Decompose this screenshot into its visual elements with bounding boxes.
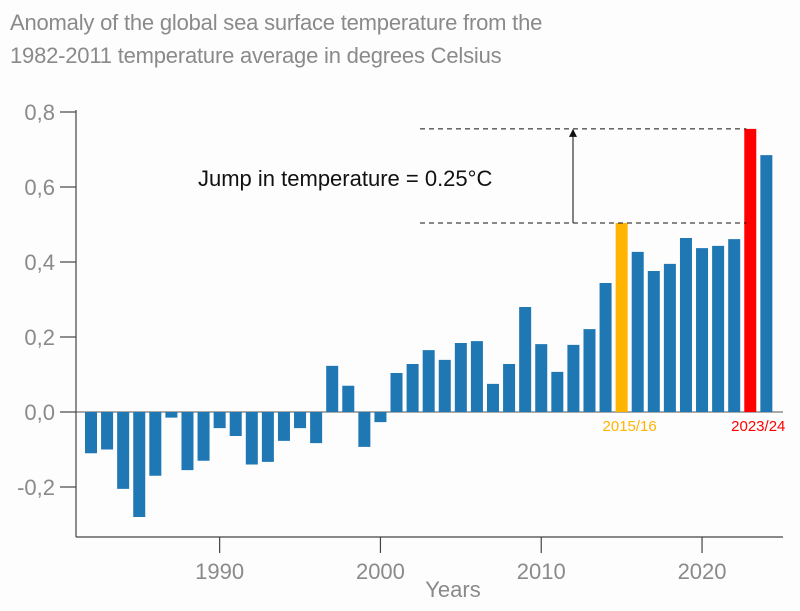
bar-1983 <box>101 412 114 450</box>
bar-2016 <box>631 251 644 412</box>
bar-2018 <box>663 263 676 412</box>
bar-2010 <box>535 344 548 412</box>
annotation: Jump in temperature = 0.25°C <box>198 128 747 224</box>
bar-2008 <box>503 364 516 412</box>
y-axis: -0,2 0,0 0,2 0,4 0,6 0,8 <box>17 100 77 537</box>
bar-2009 <box>519 307 532 412</box>
bar-2000 <box>374 412 387 423</box>
bar-1995 <box>294 412 307 429</box>
bar-2005 <box>454 343 467 412</box>
y-tick-label: 0,0 <box>24 400 55 425</box>
annotation-text: Jump in temperature = 0.25°C <box>198 166 492 191</box>
x-axis-label: Years <box>425 577 480 602</box>
bar-1991 <box>229 412 242 436</box>
bar-1989 <box>197 412 210 461</box>
y-tick-label: 0,6 <box>24 175 55 200</box>
bar-2006 <box>470 341 483 412</box>
bar-1998 <box>342 385 355 412</box>
bar-1994 <box>277 412 290 441</box>
arrow-head-icon <box>569 128 577 137</box>
bar-1990 <box>213 412 226 429</box>
y-tick-label: 0,4 <box>24 250 55 275</box>
bar-2014 <box>599 283 612 412</box>
bar-1992 <box>245 412 258 465</box>
bar-2021 <box>712 245 725 412</box>
bar-1997 <box>326 365 339 412</box>
bar-1996 <box>310 412 323 444</box>
x-tick-label: 2020 <box>678 559 727 584</box>
chart-title-line-1: Anomaly of the global sea surface temper… <box>10 10 543 35</box>
bar-highlight-2023 <box>744 128 757 412</box>
bars: 2015/16 2023/24 <box>85 128 785 517</box>
bar-highlight-2015 <box>615 223 628 412</box>
bar-2001 <box>390 373 403 412</box>
bar-2022 <box>728 239 741 412</box>
bar-1988 <box>181 412 194 471</box>
bar-1986 <box>149 412 162 476</box>
chart-title: Anomaly of the global sea surface temper… <box>10 6 542 72</box>
y-tick-label: 0,2 <box>24 325 55 350</box>
bar-2011 <box>551 371 564 412</box>
bar-2019 <box>679 238 692 412</box>
bar-2007 <box>487 383 499 412</box>
highlight-label: 2015/16 <box>603 418 657 435</box>
bar-1985 <box>133 412 146 517</box>
bar-1999 <box>358 412 371 447</box>
x-tick-label: 2010 <box>517 559 566 584</box>
bar-1984 <box>117 412 130 489</box>
y-tick-label: 0,8 <box>24 100 55 125</box>
x-tick-label: 1990 <box>195 559 244 584</box>
bar-2004 <box>438 359 451 412</box>
y-tick-label: -0,2 <box>17 475 55 500</box>
bar-2024 <box>760 155 773 412</box>
highlight-label: 2023/24 <box>731 418 785 435</box>
bar-1987 <box>165 412 178 418</box>
bar-2003 <box>422 350 435 412</box>
bar-2012 <box>567 344 580 412</box>
bar-2013 <box>583 329 596 412</box>
x-tick-label: 2000 <box>356 559 405 584</box>
bar-2020 <box>696 248 709 412</box>
bar-2002 <box>406 364 419 412</box>
chart-title-line-2: 1982-2011 temperature average in degrees… <box>10 43 502 68</box>
bar-1982 <box>85 412 97 454</box>
bar-1993 <box>261 412 274 462</box>
bar-2017 <box>647 271 660 412</box>
x-axis: 1990 2000 2010 2020 <box>76 411 783 584</box>
